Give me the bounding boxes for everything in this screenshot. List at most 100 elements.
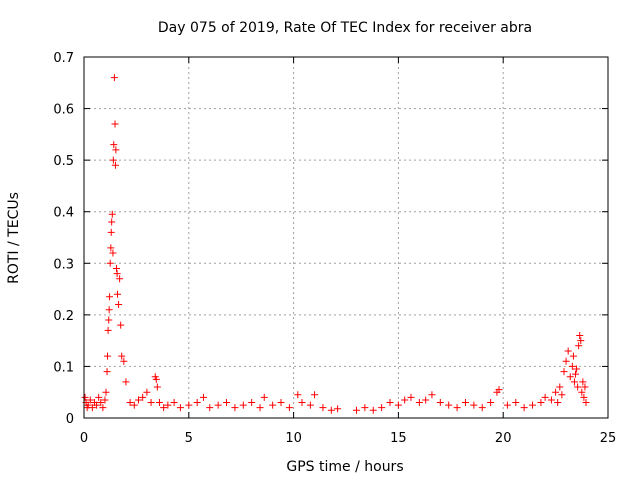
data-point (422, 396, 430, 404)
data-point (185, 401, 193, 409)
x-tick-label: 15 (390, 431, 407, 446)
data-point (106, 293, 114, 301)
data-point (116, 275, 124, 283)
grid-lines (84, 57, 608, 418)
data-point (582, 399, 590, 407)
data-point (487, 399, 495, 407)
data-point (503, 401, 511, 409)
data-point (294, 391, 302, 399)
x-tick-label: 20 (495, 431, 512, 446)
data-point (562, 357, 570, 365)
data-point (214, 401, 222, 409)
data-point (115, 301, 123, 309)
data-point (106, 259, 114, 267)
data-point (401, 396, 409, 404)
data-point (111, 120, 119, 128)
data-point (547, 396, 555, 404)
data-point (88, 404, 96, 412)
data-point (107, 228, 115, 236)
data-point (560, 368, 568, 376)
y-tick-label: 0 (66, 412, 74, 427)
data-point (86, 396, 94, 404)
data-point (461, 399, 469, 407)
data-point (147, 399, 155, 407)
data-point (223, 399, 231, 407)
data-point (327, 406, 335, 414)
data-point (369, 406, 377, 414)
data-point (428, 391, 436, 399)
data-point (285, 404, 293, 412)
data-point (126, 399, 134, 407)
data-point (407, 393, 415, 401)
data-point (573, 365, 581, 373)
data-point (256, 404, 264, 412)
data-point (109, 249, 117, 257)
data-point (352, 406, 360, 414)
data-point (105, 306, 113, 314)
data-point (134, 396, 142, 404)
data-point (239, 401, 247, 409)
data-point (495, 386, 503, 394)
data-point (361, 404, 369, 412)
data-point (269, 401, 277, 409)
data-point (529, 401, 537, 409)
y-tick-label: 0.1 (53, 360, 74, 375)
data-point (122, 378, 130, 386)
data-point (152, 375, 160, 383)
data-point (277, 399, 285, 407)
data-point (566, 373, 574, 381)
data-point (108, 210, 116, 218)
data-point (84, 401, 92, 409)
data-point (231, 404, 239, 412)
data-point (109, 156, 117, 164)
data-point (260, 393, 268, 401)
data-point (112, 146, 120, 154)
data-point (112, 264, 120, 272)
data-point (311, 391, 319, 399)
data-point (306, 401, 314, 409)
data-point (415, 399, 423, 407)
y-tick-label: 0.5 (53, 154, 74, 169)
data-point (556, 383, 564, 391)
data-point (206, 404, 214, 412)
data-point (105, 316, 113, 324)
data-point (569, 352, 577, 360)
data-point (541, 393, 549, 401)
data-point (248, 399, 256, 407)
data-point (108, 218, 116, 226)
data-point (104, 326, 112, 334)
data-point (394, 401, 402, 409)
data-point (578, 388, 586, 396)
y-tick-label: 0.3 (53, 257, 74, 272)
data-point (572, 370, 580, 378)
data-point (576, 331, 584, 339)
x-tick-label: 5 (185, 431, 193, 446)
y-tick-label: 0.6 (53, 103, 74, 118)
data-point (554, 399, 562, 407)
data-point (110, 141, 118, 149)
data-point (95, 393, 103, 401)
data-point (470, 401, 478, 409)
data-point (155, 399, 163, 407)
y-tick-label: 0.4 (53, 206, 74, 221)
data-point (386, 399, 394, 407)
data-point (298, 399, 306, 407)
data-point (199, 393, 207, 401)
x-axis-label: GPS time / hours (286, 459, 403, 475)
data-point (537, 399, 545, 407)
data-point (436, 399, 444, 407)
data-point (568, 362, 576, 370)
data-point (558, 391, 566, 399)
y-tick-label: 0.2 (53, 309, 74, 324)
axis-ticks (83, 56, 609, 419)
data-point (107, 244, 115, 252)
data-point (103, 352, 111, 360)
data-point (520, 404, 528, 412)
data-point (445, 401, 453, 409)
data-point (574, 383, 582, 391)
data-point (101, 396, 109, 404)
data-point (93, 401, 101, 409)
data-point (81, 393, 89, 401)
data-point (378, 404, 386, 412)
